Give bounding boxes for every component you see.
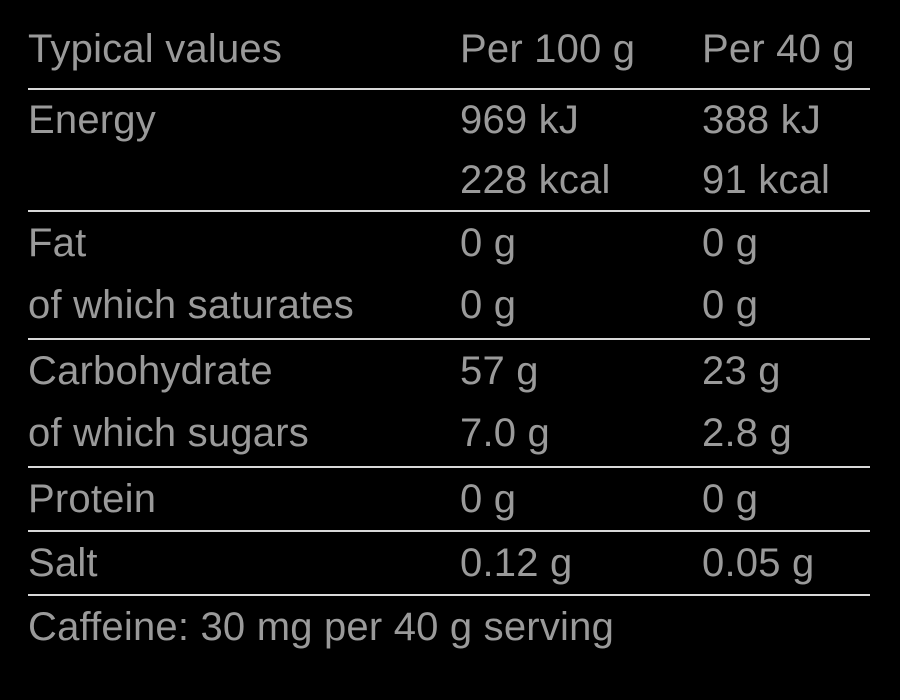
row-value-carbohydrate-per-40g: 23 g [702, 349, 781, 393]
row-value-salt-per-40g: 0.05 g [702, 531, 870, 596]
row-value-fat-per-40g: 0 g [702, 221, 759, 265]
row-value-salt-per-100g: 0.12 g [460, 531, 702, 596]
column-header-per-100g: Per 100 g [460, 18, 702, 90]
table-row-energy-kcal: 228 kcal 91 kcal [28, 150, 870, 212]
table-row-sugars: of which sugars 7.0 g 2.8 g [28, 402, 870, 468]
row-value-energy-kcal-per-100g: 228 kcal [460, 150, 702, 212]
table-row-caffeine-footnote: Caffeine: 30 mg per 40 g serving [28, 595, 870, 658]
row-value-energy-per-40g: 388 kJ [702, 98, 822, 142]
row-label-energy: Energy [28, 98, 156, 142]
row-label-salt: Salt [28, 531, 460, 596]
table-row-fat: Fat 0 g 0 g [28, 211, 870, 274]
row-value-protein-per-100g: 0 g [460, 467, 702, 532]
row-value-protein-per-40g: 0 g [702, 467, 870, 532]
row-label-protein: Protein [28, 467, 460, 532]
row-label-saturates: of which saturates [28, 274, 460, 340]
row-label-fat: Fat [28, 221, 87, 265]
table-row-salt: Salt 0.12 g 0.05 g [28, 531, 870, 596]
table-row-energy: Energy 969 kJ 388 kJ [28, 89, 870, 150]
row-label-sugars: of which sugars [28, 402, 460, 468]
table-header-row: Typical values Per 100 g Per 40 g [28, 18, 870, 90]
row-value-fat-per-100g: 0 g [460, 221, 517, 265]
row-value-saturates-per-100g: 0 g [460, 274, 702, 340]
nutrition-table: Typical values Per 100 g Per 40 g Energy… [28, 18, 870, 658]
row-value-energy-kcal-per-40g: 91 kcal [702, 150, 870, 212]
caffeine-footnote-text: Caffeine: 30 mg per 40 g serving [28, 605, 615, 649]
table-row-carbohydrate: Carbohydrate 57 g 23 g [28, 339, 870, 402]
nutrition-table-wrapper: Typical values Per 100 g Per 40 g Energy… [28, 18, 870, 658]
table-row-saturates: of which saturates 0 g 0 g [28, 274, 870, 340]
row-value-energy-per-100g: 969 kJ [460, 98, 580, 142]
table-row-protein: Protein 0 g 0 g [28, 467, 870, 532]
row-label-carbohydrate: Carbohydrate [28, 349, 273, 393]
row-value-sugars-per-100g: 7.0 g [460, 402, 702, 468]
row-value-sugars-per-40g: 2.8 g [702, 402, 870, 468]
row-label-energy-kcal [28, 150, 460, 212]
column-header-per-40g: Per 40 g [702, 18, 870, 90]
row-value-saturates-per-40g: 0 g [702, 274, 870, 340]
column-header-typical-values: Typical values [28, 18, 460, 90]
row-value-carbohydrate-per-100g: 57 g [460, 349, 539, 393]
